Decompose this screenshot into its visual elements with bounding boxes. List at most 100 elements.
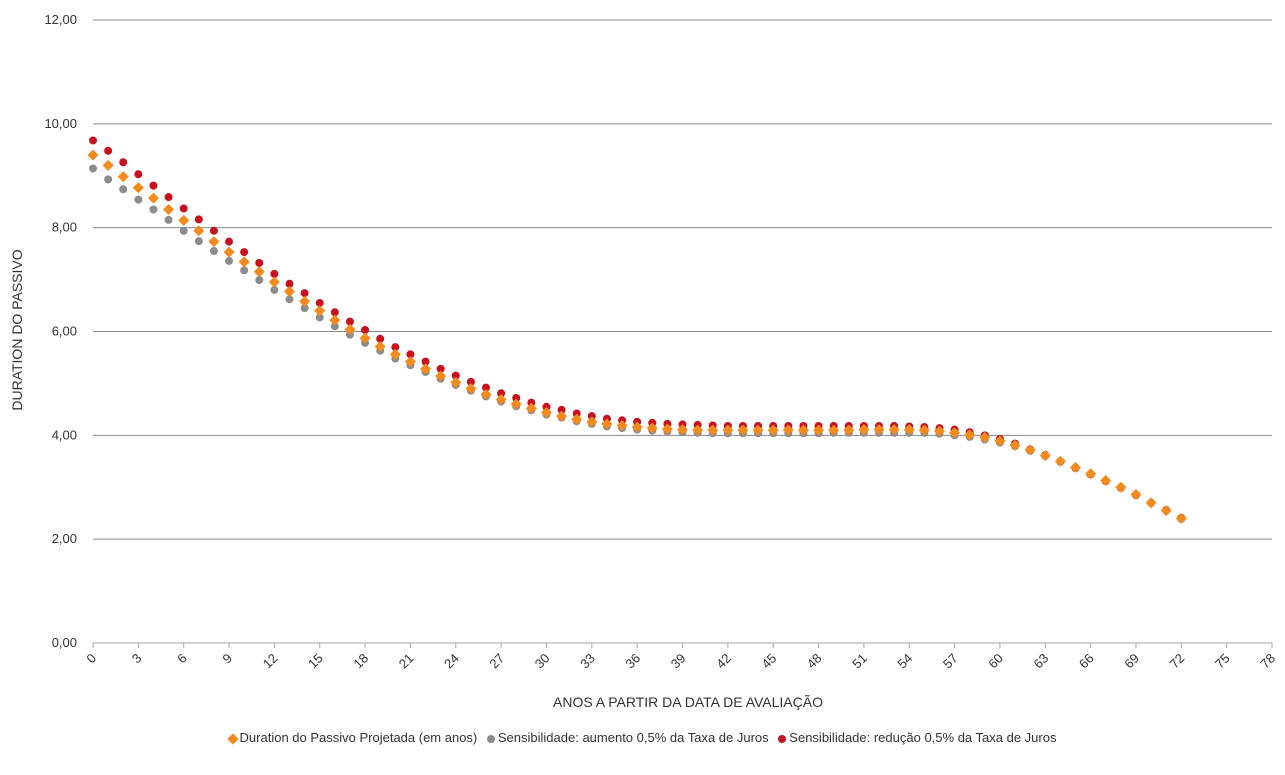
data-point xyxy=(89,136,97,145)
data-point xyxy=(465,383,477,395)
y-axis-ticks: 0,00 2,00 4,00 6,00 8,00 10,00 12,00 xyxy=(44,12,77,650)
data-point xyxy=(255,276,264,285)
legend-label: Duration do Passivo Projetada (em anos) xyxy=(239,730,478,745)
x-tick-label: 45 xyxy=(758,651,779,672)
data-point xyxy=(525,402,537,414)
data-point xyxy=(692,424,704,436)
data-point xyxy=(147,192,159,204)
y-tick-label: 4,00 xyxy=(52,427,77,442)
data-point xyxy=(450,376,462,388)
data-point xyxy=(571,413,583,425)
data-point xyxy=(330,322,339,331)
data-point xyxy=(194,215,203,224)
data-point xyxy=(209,247,218,256)
x-tick-label: 33 xyxy=(577,651,598,672)
data-point xyxy=(601,418,613,430)
x-tick-label: 24 xyxy=(441,651,462,672)
data-point xyxy=(270,269,279,278)
data-point xyxy=(208,236,220,248)
x-tick-label: 6 xyxy=(174,651,190,667)
x-tick-label: 39 xyxy=(668,651,689,672)
data-point xyxy=(270,285,279,294)
data-point xyxy=(933,425,945,437)
x-tick-label: 66 xyxy=(1076,651,1097,672)
x-tick-label: 57 xyxy=(940,651,961,672)
y-tick-label: 0,00 xyxy=(52,635,77,650)
data-point xyxy=(888,424,900,436)
data-point xyxy=(299,295,311,307)
data-point xyxy=(330,308,339,317)
data-point xyxy=(587,412,596,421)
data-point xyxy=(843,424,855,436)
data-point xyxy=(119,158,128,167)
data-point xyxy=(903,424,915,436)
data-point xyxy=(420,363,432,375)
x-tick-label: 78 xyxy=(1257,651,1278,672)
data-point xyxy=(979,431,991,443)
data-point xyxy=(556,410,568,422)
y-axis-title: DURATION DO PASSIVO xyxy=(9,249,25,410)
data-point xyxy=(134,170,143,179)
data-point xyxy=(858,424,870,436)
data-point xyxy=(300,304,309,313)
gridlines xyxy=(93,19,1272,644)
data-point xyxy=(707,424,719,436)
x-axis-ticks: 0 3 6 9 12 15 18 21 24 27 30 33 36 39 42 45 48 51 54 57 60 63… xyxy=(83,643,1278,671)
data-point xyxy=(527,398,536,407)
data-point xyxy=(89,164,97,173)
data-point xyxy=(436,364,445,373)
data-point xyxy=(542,402,551,411)
data-point xyxy=(268,276,280,288)
x-tick-label: 54 xyxy=(895,651,916,672)
data-point xyxy=(1054,455,1066,467)
x-tick-label: 21 xyxy=(396,651,417,672)
data-point xyxy=(134,195,143,204)
data-point xyxy=(149,205,158,214)
data-point xyxy=(361,325,370,334)
data-point xyxy=(117,171,129,183)
data-point xyxy=(102,159,114,171)
x-tick-label: 51 xyxy=(849,651,870,672)
data-point xyxy=(495,394,507,406)
data-point xyxy=(225,237,234,246)
data-point xyxy=(391,343,400,352)
data-point xyxy=(752,424,764,436)
y-tick-label: 10,00 xyxy=(44,116,77,131)
data-point xyxy=(480,388,492,400)
data-point xyxy=(722,424,734,436)
data-point xyxy=(104,175,113,184)
data-point xyxy=(315,298,324,307)
y-tick-label: 8,00 xyxy=(52,220,77,235)
data-point xyxy=(376,334,385,343)
x-tick-label: 27 xyxy=(486,651,507,672)
data-point xyxy=(1024,444,1036,456)
data-point xyxy=(1009,439,1021,451)
legend: Duration do Passivo Projetada (em anos) … xyxy=(0,730,1285,745)
data-point xyxy=(132,182,144,194)
x-tick-label: 15 xyxy=(305,651,326,672)
legend-label: Sensibilidade: redução 0,5% da Taxa de J… xyxy=(789,730,1057,745)
data-point xyxy=(421,357,430,366)
data-point xyxy=(572,409,581,418)
data-point xyxy=(661,423,673,435)
data-point xyxy=(949,427,961,439)
data-point xyxy=(918,424,930,436)
data-point xyxy=(586,416,598,428)
data-point xyxy=(512,393,521,402)
x-tick-label: 12 xyxy=(260,651,281,672)
data-point xyxy=(225,256,234,265)
legend-item-aumento: Sensibilidade: aumento 0,5% da Taxa de J… xyxy=(486,730,769,745)
data-point xyxy=(149,181,158,190)
data-point xyxy=(240,248,249,257)
data-point xyxy=(1160,505,1172,517)
data-point xyxy=(163,203,175,215)
data-point xyxy=(87,149,99,161)
data-point xyxy=(193,225,205,237)
x-tick-label: 0 xyxy=(83,651,99,667)
data-point xyxy=(873,424,885,436)
data-point xyxy=(238,256,250,268)
y-tick-label: 6,00 xyxy=(52,324,77,339)
data-point xyxy=(209,226,218,235)
data-point xyxy=(315,313,324,322)
